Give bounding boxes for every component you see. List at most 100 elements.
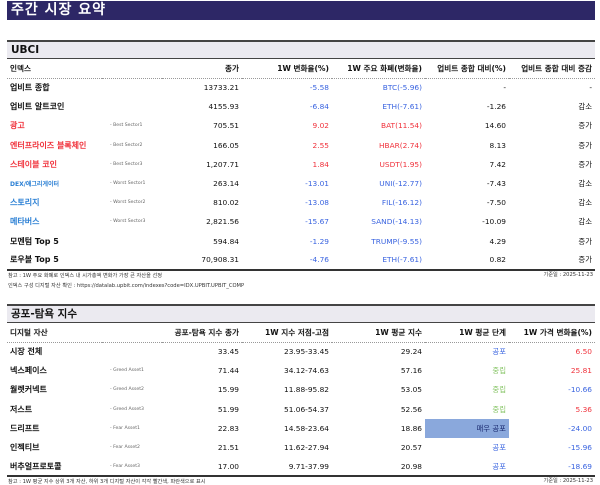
table-row: 로우볼 Top 5 70,908.31 -4.76 ETH(-7.61) 0.82 증가: [7, 250, 595, 271]
top-coin-value: BAT(11.54): [381, 121, 422, 131]
asset-name: 시장 전체: [10, 347, 43, 357]
range-value: 14.58-23.64: [284, 423, 329, 433]
range-value: 11.88-95.82: [284, 385, 329, 395]
change-value: 9.02: [312, 121, 329, 131]
range-value: 51.06-54.37: [284, 404, 329, 414]
table-row: 버추얼프로토콜 - Fear Asset3 17.00 9.71-37.99 20.98…: [7, 457, 595, 478]
vs-comp-value: -7.50: [486, 198, 506, 208]
sector-tag: - Best Sector2: [110, 142, 143, 148]
top-coin-value: UNI(-12.77): [379, 179, 422, 189]
avg-value: 20.98: [332, 457, 425, 478]
col-fg-close: 공포-탐욕 지수 종가: [162, 323, 242, 343]
sector-tag: [102, 232, 162, 251]
change-value: -13.01: [305, 179, 329, 189]
close-value: 705.51: [213, 121, 239, 131]
col-change: 1W 변화율(%): [242, 59, 332, 79]
avg-value: 52.56: [400, 404, 422, 414]
vs-comp-value: -7.43: [486, 179, 506, 189]
price-change-value: -18.69: [509, 457, 595, 478]
asset-tag: - Fear Asset2: [110, 445, 140, 451]
ubci-table: 인덱스 종가 1W 변화율(%) 1W 주요 화폐(변화율) 업비트 종합 대비…: [7, 59, 595, 271]
top-coin-value: ETH(-7.61): [332, 250, 425, 271]
top-coin-value: USDT(1.95): [379, 159, 422, 169]
table-row: 스토리지 - Worst Sector2 810.02 -13.08 FIL(-16.1…: [7, 193, 595, 212]
vs-comp-value: -1.26: [486, 102, 506, 112]
price-change-value: -10.66: [568, 385, 592, 395]
table-row: 엔터프라이즈 블록체인 - Best Sector2 166.05 2.55 HBAR(…: [7, 136, 595, 155]
ubci-as-of: 기준일 : 2025-11-23: [543, 271, 593, 278]
index-name: 광고: [10, 121, 25, 131]
vs-dir-value: 감소: [578, 179, 592, 189]
close-value: 594.84: [213, 236, 239, 246]
table-row: 시장 전체 33.45 23.95-33.45 29.24 공포 6.50: [7, 342, 595, 361]
top-coin-value: FIL(-16.12): [381, 198, 422, 208]
avg-value: 53.05: [400, 385, 422, 395]
fg-close-value: 71.44: [217, 366, 239, 376]
col-asset: 디지털 자산: [7, 323, 102, 343]
table-row: DEX/애그리게이터 - Worst Sector1 263.14 -13.01 UNI…: [7, 174, 595, 193]
top-coin-value: BTC(-5.96): [382, 83, 422, 93]
change-value: -4.76: [242, 250, 332, 271]
table-row: 저스트 - Greed Asset3 51.99 51.06-54.37 52.56 중립…: [7, 400, 595, 419]
fear-greed-as-of: 기준일 : 2025-11-23: [543, 478, 593, 485]
ubci-notes: 참고 : 1W 주요 화폐로 인덱스 내 시가총액 변화가 가장 큰 자산을 선…: [7, 271, 595, 291]
stage-badge: 공포: [425, 457, 509, 478]
sector-tag: [102, 97, 162, 116]
index-name: DEX/애그리게이터: [10, 181, 60, 189]
asset-name: 넥스페이스: [10, 366, 47, 376]
fear-greed-note-1: 참고 : 1W 평균 지수 상위 3개 자산, 하위 3개 디지털 자산이 각각…: [8, 479, 206, 485]
col-close: 종가: [162, 59, 242, 79]
vs-comp-value: -: [503, 83, 506, 93]
table-row: 메타버스 - Worst Sector3 2,821.56 -15.67 SAND(-1…: [7, 212, 595, 231]
ubci-note-1: 참고 : 1W 주요 화폐로 인덱스 내 시가총액 변화가 가장 큰 자산을 선…: [8, 272, 163, 279]
stage-badge: 중립: [492, 404, 506, 414]
asset-tag: - Fear Asset3: [102, 457, 162, 478]
vs-comp-value: 4.29: [489, 236, 506, 246]
table-row: 월렛커넥트 - Greed Asset2 15.99 11.88-95.82 53.05…: [7, 380, 595, 399]
avg-value: 57.16: [400, 366, 422, 376]
range-value: 34.12-74.63: [284, 366, 329, 376]
index-name: 스토리지: [10, 198, 40, 208]
asset-name: 버추얼프로토콜: [7, 457, 102, 478]
fear-greed-section: 공포-탐욕 지수 디지털 자산 공포-탐욕 지수 종가 1W 지수 저점-고점 …: [7, 304, 595, 485]
table-row: 모멘텀 Top 5 594.84 -1.29 TRUMP(-9.55) 4.29 증가: [7, 232, 595, 251]
change-value: -5.58: [309, 83, 329, 93]
table-row: 광고 - Best Sector1 705.51 9.02 BAT(11.54) 14.6…: [7, 116, 595, 135]
close-value: 4155.93: [208, 102, 239, 112]
fear-greed-header-row: 디지털 자산 공포-탐욕 지수 종가 1W 지수 저점-고점 1W 평균 지수 …: [7, 323, 595, 343]
vs-dir-value: -: [589, 83, 592, 93]
asset-tag: - Greed Asset2: [110, 387, 144, 393]
close-value: 70,908.31: [162, 250, 242, 271]
index-name: 로우볼 Top 5: [7, 250, 102, 271]
stage-badge: 공포: [492, 443, 506, 453]
avg-value: 18.86: [400, 423, 422, 433]
vs-comp-value: 7.42: [489, 159, 506, 169]
vs-dir-value: 증가: [578, 121, 592, 131]
fear-greed-notes: 참고 : 1W 평균 지수 상위 3개 자산, 하위 3개 디지털 자산이 각각…: [7, 477, 595, 485]
table-row: 인젝티브 - Fear Asset2 21.51 11.62-27.94 20.57 공포…: [7, 438, 595, 457]
col-price-change: 1W 가격 변화율(%): [509, 323, 595, 343]
price-change-value: 5.36: [575, 404, 592, 414]
stage-badge: 중립: [492, 385, 506, 395]
price-change-value: 25.81: [570, 366, 592, 376]
vs-dir-value: 감소: [578, 217, 592, 227]
change-value: -15.67: [305, 217, 329, 227]
top-coin-value: HBAR(2.74): [378, 140, 422, 150]
fg-close-value: 22.83: [217, 423, 239, 433]
vs-dir-value: 증가: [578, 236, 592, 246]
range-value: 11.62-27.94: [284, 443, 329, 453]
close-value: 1,207.71: [206, 159, 239, 169]
top-coin-value: ETH(-7.61): [382, 102, 422, 112]
asset-tag: - Greed Asset1: [110, 368, 144, 374]
close-value: 263.14: [213, 179, 239, 189]
change-value: 1.84: [312, 159, 329, 169]
index-name: 모멘텀 Top 5: [10, 236, 59, 246]
sector-tag: - Best Sector1: [110, 123, 143, 129]
col-top-coin: 1W 주요 화폐(변화율): [332, 59, 425, 79]
sector-tag: [102, 78, 162, 97]
table-row: 넥스페이스 - Greed Asset1 71.44 34.12-74.63 57.16…: [7, 361, 595, 380]
price-change-value: -15.96: [568, 443, 592, 453]
avg-value: 29.24: [400, 347, 422, 357]
stage-badge: 공포: [492, 347, 506, 357]
change-value: 2.55: [312, 140, 329, 150]
